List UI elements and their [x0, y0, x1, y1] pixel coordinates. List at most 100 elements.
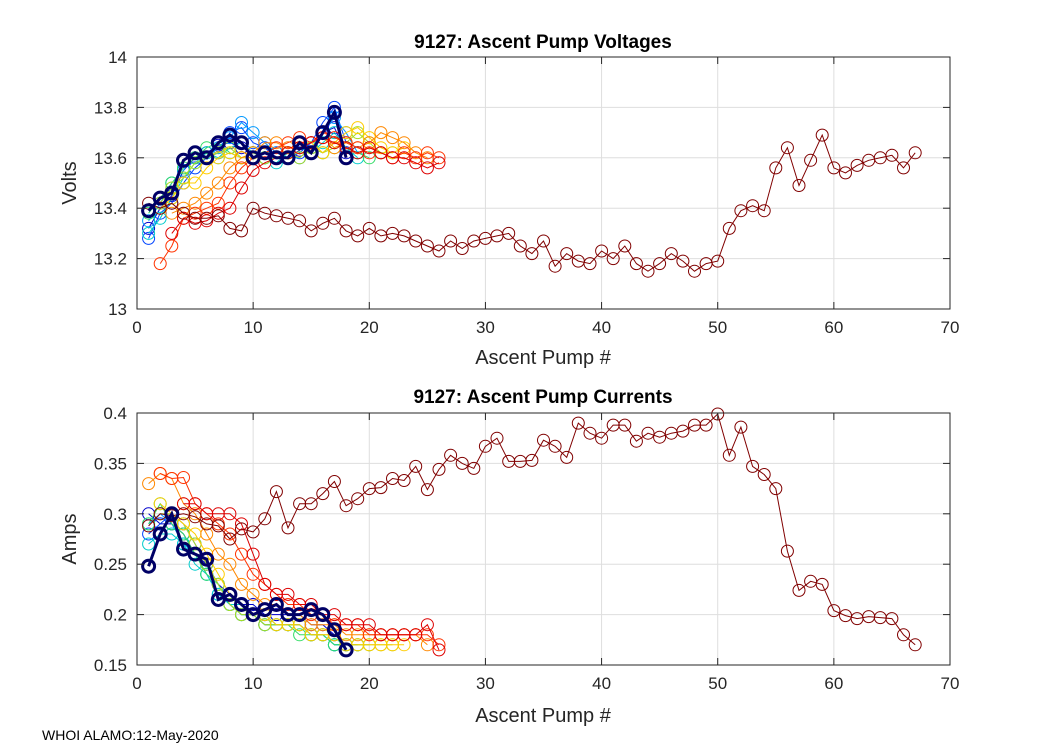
data-point — [769, 482, 783, 496]
y-tick-label: 0.4 — [103, 404, 127, 423]
current-xlabel: Ascent Pump # — [475, 705, 612, 727]
data-point — [850, 158, 864, 172]
data-point — [815, 577, 829, 591]
voltage-title: 9127: Ascent Pump Voltages — [414, 32, 672, 53]
data-point — [258, 577, 272, 591]
data-point — [199, 150, 215, 166]
series-profile-long — [142, 128, 922, 278]
data-point — [351, 229, 365, 243]
data-point — [839, 166, 852, 180]
data-point — [362, 151, 376, 165]
data-point — [653, 257, 667, 271]
data-point — [525, 453, 539, 467]
x-tick-label: 30 — [476, 318, 495, 337]
data-point — [711, 254, 725, 268]
data-point — [142, 221, 156, 235]
data-point — [199, 551, 215, 567]
data-point — [420, 618, 434, 632]
data-point — [258, 512, 272, 526]
data-point — [560, 247, 574, 261]
data-point — [211, 547, 225, 561]
data-point — [303, 145, 319, 161]
data-point — [432, 643, 446, 657]
data-point — [303, 602, 319, 618]
data-point — [374, 126, 388, 140]
data-point — [664, 247, 678, 261]
data-point — [746, 199, 760, 213]
data-point — [699, 418, 713, 432]
data-point — [142, 519, 156, 533]
data-point — [246, 567, 260, 581]
y-tick-label: 0.25 — [94, 555, 127, 574]
data-point — [688, 264, 701, 278]
data-point — [374, 481, 388, 495]
y-tick-label: 0.2 — [103, 606, 127, 625]
x-tick-label: 40 — [592, 674, 611, 693]
data-point — [281, 587, 295, 601]
x-tick-label: 0 — [132, 674, 141, 693]
data-point — [618, 418, 632, 432]
x-tick-label: 10 — [244, 318, 263, 337]
x-tick-label: 40 — [592, 318, 611, 337]
data-point — [177, 206, 190, 220]
data-point — [211, 519, 225, 533]
data-point — [362, 618, 376, 632]
data-point — [210, 592, 226, 607]
data-point — [351, 121, 365, 135]
data-point — [235, 116, 248, 129]
y-tick-label: 0.3 — [103, 505, 127, 524]
data-point — [234, 597, 249, 612]
data-point — [245, 607, 261, 623]
data-point — [629, 434, 643, 448]
data-point — [432, 156, 446, 170]
data-point — [315, 125, 331, 141]
voltage-ticks: 0 10 20 30 40 50 60 70 13 13.2 13.4 13.6 13.8 14 — [94, 48, 960, 337]
data-point — [595, 431, 609, 445]
data-point — [339, 224, 353, 238]
data-point — [397, 229, 411, 243]
data-point — [467, 461, 481, 475]
data-point — [734, 420, 748, 434]
data-point — [409, 628, 423, 642]
data-point — [223, 532, 237, 546]
data-point — [316, 487, 330, 501]
data-point — [222, 127, 238, 143]
data-point — [792, 583, 806, 597]
x-tick-label: 60 — [824, 318, 843, 337]
data-point — [734, 204, 748, 218]
data-point — [280, 150, 296, 166]
data-point — [676, 254, 690, 268]
data-point — [165, 239, 179, 253]
data-point — [641, 264, 655, 278]
x-tick-label: 0 — [132, 318, 141, 337]
data-point — [908, 638, 922, 652]
data-point — [293, 214, 307, 228]
data-point — [257, 602, 273, 618]
data-point — [326, 104, 342, 120]
data-point — [432, 244, 446, 258]
data-point — [281, 521, 295, 535]
data-point — [409, 459, 423, 473]
data-point — [235, 577, 248, 591]
data-point — [222, 586, 238, 602]
data-point — [780, 141, 794, 155]
data-point — [142, 231, 156, 245]
footer-label: WHOI ALAMO:12-May-2020 — [42, 727, 219, 743]
data-point — [386, 131, 399, 145]
data-point — [269, 141, 283, 155]
data-point — [165, 226, 179, 240]
data-point — [223, 176, 237, 190]
current-series-group — [141, 407, 922, 658]
data-point — [187, 546, 203, 562]
data-point — [315, 607, 331, 623]
data-point — [560, 450, 574, 464]
data-point — [338, 150, 354, 166]
data-point — [420, 161, 434, 175]
data-point — [292, 607, 308, 623]
data-point — [338, 642, 354, 658]
data-point — [188, 196, 202, 210]
data-point — [444, 448, 458, 462]
data-point — [478, 439, 492, 453]
data-point — [235, 181, 248, 195]
